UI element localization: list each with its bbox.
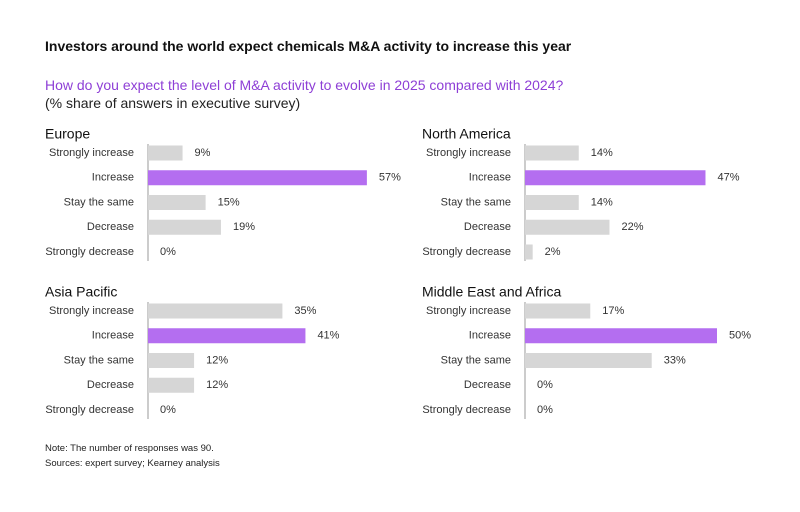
category-label: Increase bbox=[92, 172, 134, 184]
panel-title: Europe bbox=[45, 126, 90, 142]
data-label: 12% bbox=[206, 379, 228, 391]
chart-title: Investors around the world expect chemic… bbox=[45, 38, 572, 54]
bar bbox=[148, 170, 367, 186]
data-label: 0% bbox=[537, 404, 553, 416]
bar bbox=[148, 328, 306, 344]
data-label: 17% bbox=[602, 305, 624, 317]
category-label: Decrease bbox=[87, 379, 134, 391]
data-label: 50% bbox=[729, 330, 751, 342]
category-label: Increase bbox=[469, 172, 511, 184]
data-label: 14% bbox=[591, 196, 613, 208]
bar bbox=[525, 353, 652, 368]
category-label: Strongly increase bbox=[426, 147, 511, 159]
data-label: 15% bbox=[218, 196, 240, 208]
bar bbox=[148, 195, 206, 210]
category-label: Strongly decrease bbox=[422, 404, 511, 416]
panel-title: Middle East and Africa bbox=[422, 284, 562, 300]
category-label: Increase bbox=[92, 330, 134, 342]
data-label: 14% bbox=[591, 147, 613, 159]
bar bbox=[525, 145, 579, 161]
chart-subtitle: (% share of answers in executive survey) bbox=[45, 95, 301, 111]
data-label: 33% bbox=[664, 354, 686, 366]
category-label: Strongly increase bbox=[49, 147, 134, 159]
survey-question: How do you expect the level of M&A activ… bbox=[45, 77, 564, 93]
bar bbox=[525, 195, 579, 210]
data-label: 12% bbox=[206, 354, 228, 366]
bar bbox=[525, 219, 610, 235]
category-label: Stay the same bbox=[64, 354, 134, 366]
footnote: Note: The number of responses was 90. bbox=[45, 443, 214, 454]
data-label: 22% bbox=[621, 221, 643, 233]
data-label: 0% bbox=[537, 379, 553, 391]
bar bbox=[148, 377, 195, 393]
data-label: 0% bbox=[160, 246, 176, 258]
bar bbox=[525, 244, 533, 260]
category-label: Strongly decrease bbox=[422, 246, 511, 258]
category-label: Stay the same bbox=[441, 354, 511, 366]
category-label: Increase bbox=[469, 330, 511, 342]
category-label: Stay the same bbox=[441, 196, 511, 208]
category-label: Stay the same bbox=[64, 196, 134, 208]
data-label: 9% bbox=[195, 147, 211, 159]
bar bbox=[525, 170, 706, 186]
category-label: Decrease bbox=[464, 221, 511, 233]
sources-note: Sources: expert survey; Kearney analysis bbox=[45, 458, 220, 469]
data-label: 47% bbox=[717, 172, 739, 184]
bar bbox=[148, 353, 195, 368]
category-label: Strongly decrease bbox=[45, 404, 134, 416]
category-label: Strongly increase bbox=[49, 305, 134, 317]
data-label: 57% bbox=[379, 172, 401, 184]
panel-title: North America bbox=[422, 126, 511, 142]
category-label: Strongly decrease bbox=[45, 246, 134, 258]
category-label: Decrease bbox=[464, 379, 511, 391]
data-label: 0% bbox=[160, 404, 176, 416]
panel-title: Asia Pacific bbox=[45, 284, 117, 300]
bar bbox=[525, 328, 717, 344]
data-label: 19% bbox=[233, 221, 255, 233]
bar bbox=[525, 303, 591, 319]
bar bbox=[148, 303, 283, 319]
data-label: 2% bbox=[545, 246, 561, 258]
category-label: Decrease bbox=[87, 221, 134, 233]
data-label: 41% bbox=[317, 330, 339, 342]
data-label: 35% bbox=[294, 305, 316, 317]
category-label: Strongly increase bbox=[426, 305, 511, 317]
bar bbox=[148, 219, 221, 235]
bar bbox=[148, 145, 183, 161]
